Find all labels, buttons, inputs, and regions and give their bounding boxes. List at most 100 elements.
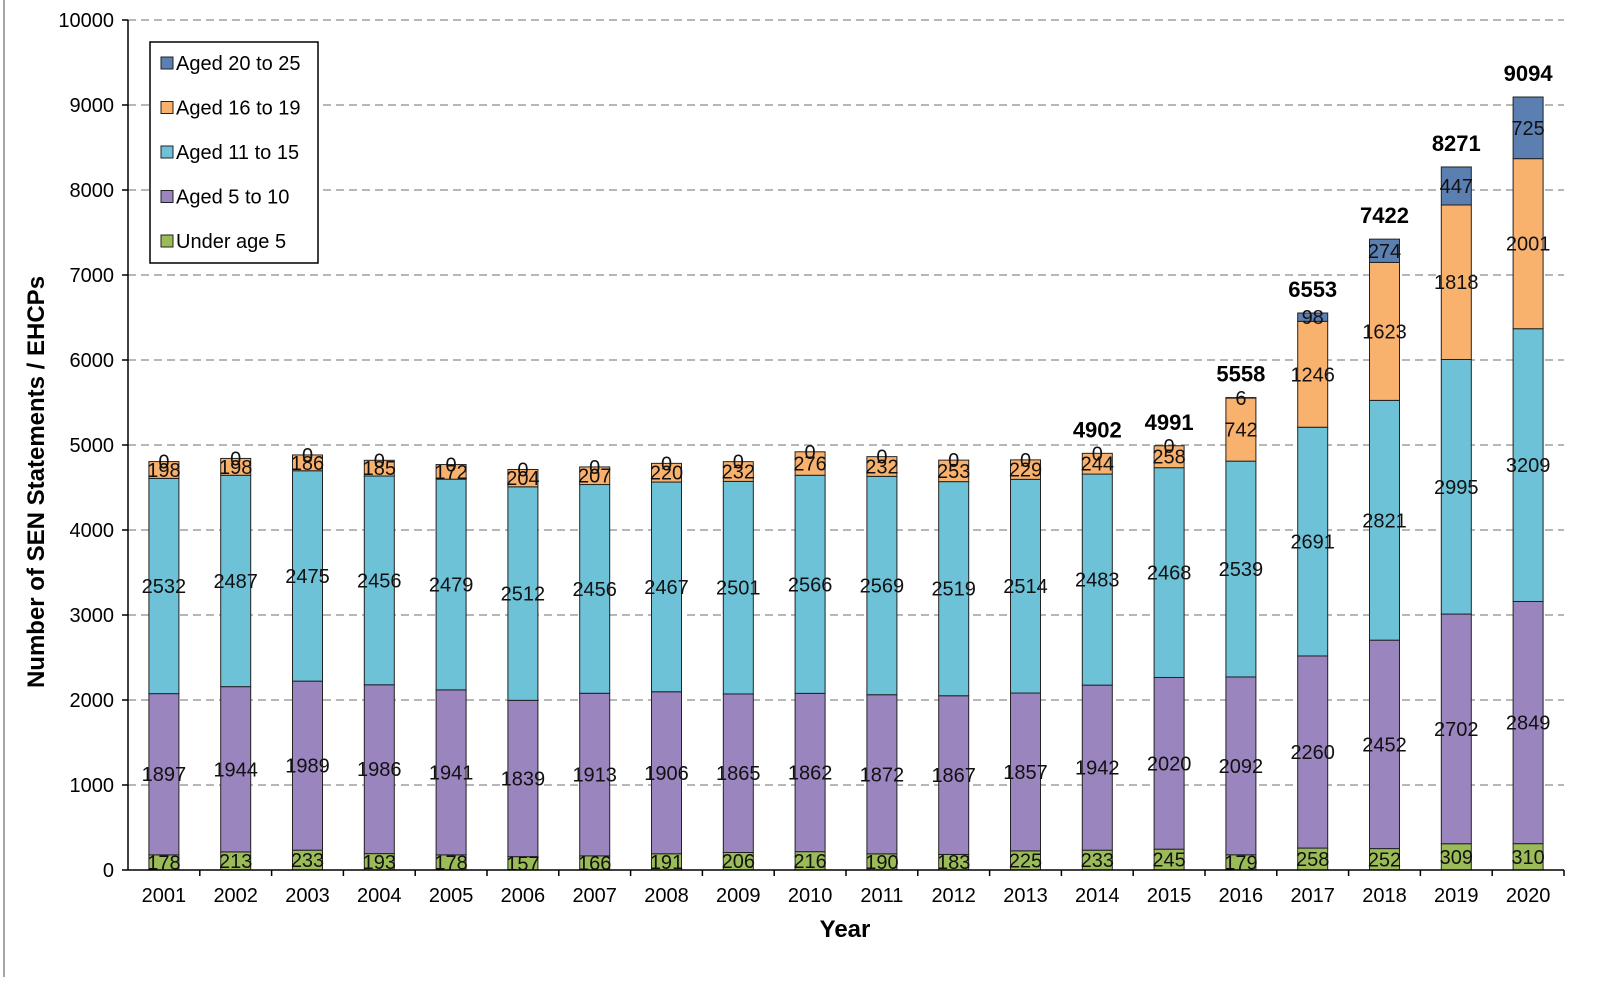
bar-segment — [220, 474, 252, 688]
total-value-label: 6553 — [1288, 277, 1337, 302]
bars — [148, 96, 1544, 871]
segment-value-label: 309 — [1440, 847, 1473, 869]
segment-value-label: 2501 — [716, 578, 761, 600]
segment-value-label: 198 — [147, 460, 180, 482]
segment-value-label: 1246 — [1290, 364, 1335, 386]
total-value-label: 4991 — [1145, 410, 1194, 435]
segment-value-label: 98 — [1302, 307, 1324, 329]
bar-segment — [507, 468, 539, 488]
segment-value-label: 179 — [1224, 852, 1257, 874]
x-tick-label: 2008 — [644, 885, 689, 907]
x-tick-label: 2006 — [501, 885, 546, 907]
segment-value-label: 0 — [1164, 436, 1175, 458]
bar-segment — [148, 477, 180, 695]
bar-segment — [1512, 96, 1544, 160]
segment-value-label: 2821 — [1362, 510, 1407, 532]
bar-segment — [435, 464, 467, 480]
bar-segment — [292, 470, 323, 682]
bar-segment — [1440, 204, 1472, 360]
bar-segment — [363, 475, 395, 686]
segment-value-label: 1865 — [716, 763, 761, 785]
bar-segment — [1010, 459, 1041, 480]
x-tick-label: 2003 — [285, 885, 330, 907]
total-value-label: 9094 — [1504, 61, 1554, 86]
segment-value-label: 2479 — [429, 575, 474, 597]
segment-value-label: 0 — [805, 442, 816, 464]
segment-value-label: 2456 — [357, 570, 402, 592]
segment-value-label: 1857 — [1003, 762, 1048, 784]
segment-value-label: 2539 — [1219, 559, 1264, 581]
segment-value-label: 258 — [1296, 849, 1329, 871]
segment-value-label: 157 — [506, 853, 539, 875]
bar-segment — [651, 462, 682, 483]
segment-value-label: 178 — [434, 852, 467, 874]
segment-value-label: 2483 — [1075, 570, 1120, 592]
bar-segment — [148, 461, 180, 479]
segment-value-label: 2092 — [1219, 756, 1264, 778]
segment-value-label: 0 — [876, 447, 887, 469]
x-tick-label: 2020 — [1506, 885, 1551, 907]
segment-value-label: 0 — [517, 459, 528, 481]
segment-value-label: 1839 — [501, 768, 546, 790]
y-tick-label: 4000 — [70, 520, 115, 542]
segment-value-label: 1944 — [213, 759, 258, 781]
segment-value-label: 447 — [1440, 176, 1473, 198]
bar-segment — [1440, 613, 1472, 845]
legend-entry: Aged 20 to 25 — [176, 53, 301, 75]
segment-value-label: 1897 — [142, 764, 187, 786]
segment-value-label: 0 — [446, 455, 457, 477]
segment-value-label: 225 — [1009, 850, 1042, 872]
segment-value-label: 206 — [722, 851, 755, 873]
segment-value-label: 207 — [578, 466, 611, 488]
segment-value-label: 742 — [1224, 420, 1257, 442]
y-axis-title: Number of SEN Statements / EHCPs — [23, 276, 50, 688]
segment-value-label: 229 — [1009, 460, 1042, 482]
legend-entry: Aged 5 to 10 — [176, 187, 289, 209]
segment-value-label: 178 — [147, 852, 180, 874]
segment-value-label: 2519 — [931, 579, 976, 601]
x-tick-label: 2016 — [1219, 885, 1264, 907]
segment-value-label: 2702 — [1434, 719, 1479, 741]
segment-value-label: 1942 — [1075, 758, 1120, 780]
segment-value-label: 1623 — [1362, 321, 1407, 343]
bar-segment — [1297, 312, 1329, 322]
bar-segment — [435, 478, 467, 691]
y-tick-label: 9000 — [70, 95, 115, 117]
segment-value-label: 2001 — [1506, 234, 1551, 256]
bar-segment — [1440, 358, 1472, 615]
segment-value-label: 274 — [1368, 241, 1401, 263]
segment-value-label: 0 — [1092, 443, 1103, 465]
y-tick-label: 3000 — [70, 605, 115, 627]
bar-segment — [866, 456, 898, 477]
bar-segment — [1369, 238, 1400, 263]
bar-segment — [1081, 473, 1113, 686]
total-value-label: 8271 — [1432, 131, 1481, 156]
segment-value-label: 172 — [434, 462, 467, 484]
segment-value-label: 2514 — [1003, 576, 1048, 598]
segment-value-label: 258 — [1152, 447, 1185, 469]
segment-value-label: 186 — [291, 453, 324, 475]
x-axis-title: Year — [820, 916, 871, 943]
bar-segment — [722, 461, 754, 482]
bar-segment — [1081, 452, 1113, 475]
segment-value-label: 0 — [1020, 450, 1031, 472]
segment-value-label: 3209 — [1506, 455, 1551, 477]
y-tick-labels: 0 1000 2000 3000 4000 5000 6000 7000 8000 9000 100… — [58, 10, 128, 882]
segment-value-label: 2475 — [285, 566, 330, 588]
segment-value-label: 185 — [363, 458, 396, 480]
legend-swatch — [160, 145, 174, 159]
segment-value-label: 0 — [302, 445, 313, 467]
segment-value-label: 0 — [948, 450, 959, 472]
legend: Aged 20 to 25 Aged 16 to 19 Aged 11 to 15 A… — [149, 41, 319, 264]
segment-value-label: 1941 — [429, 762, 474, 784]
legend-swatch — [160, 56, 174, 70]
segment-labels: 1781897253219802131944248719802331989247… — [142, 118, 1551, 876]
bar-segment — [579, 466, 611, 486]
legend-entry: Under age 5 — [176, 231, 286, 253]
segment-value-label: 2020 — [1147, 753, 1192, 775]
x-tick-label: 2019 — [1434, 885, 1479, 907]
segment-value-label: 0 — [158, 452, 169, 474]
x-tick-label: 2017 — [1290, 885, 1335, 907]
x-tick-label: 2009 — [716, 885, 761, 907]
